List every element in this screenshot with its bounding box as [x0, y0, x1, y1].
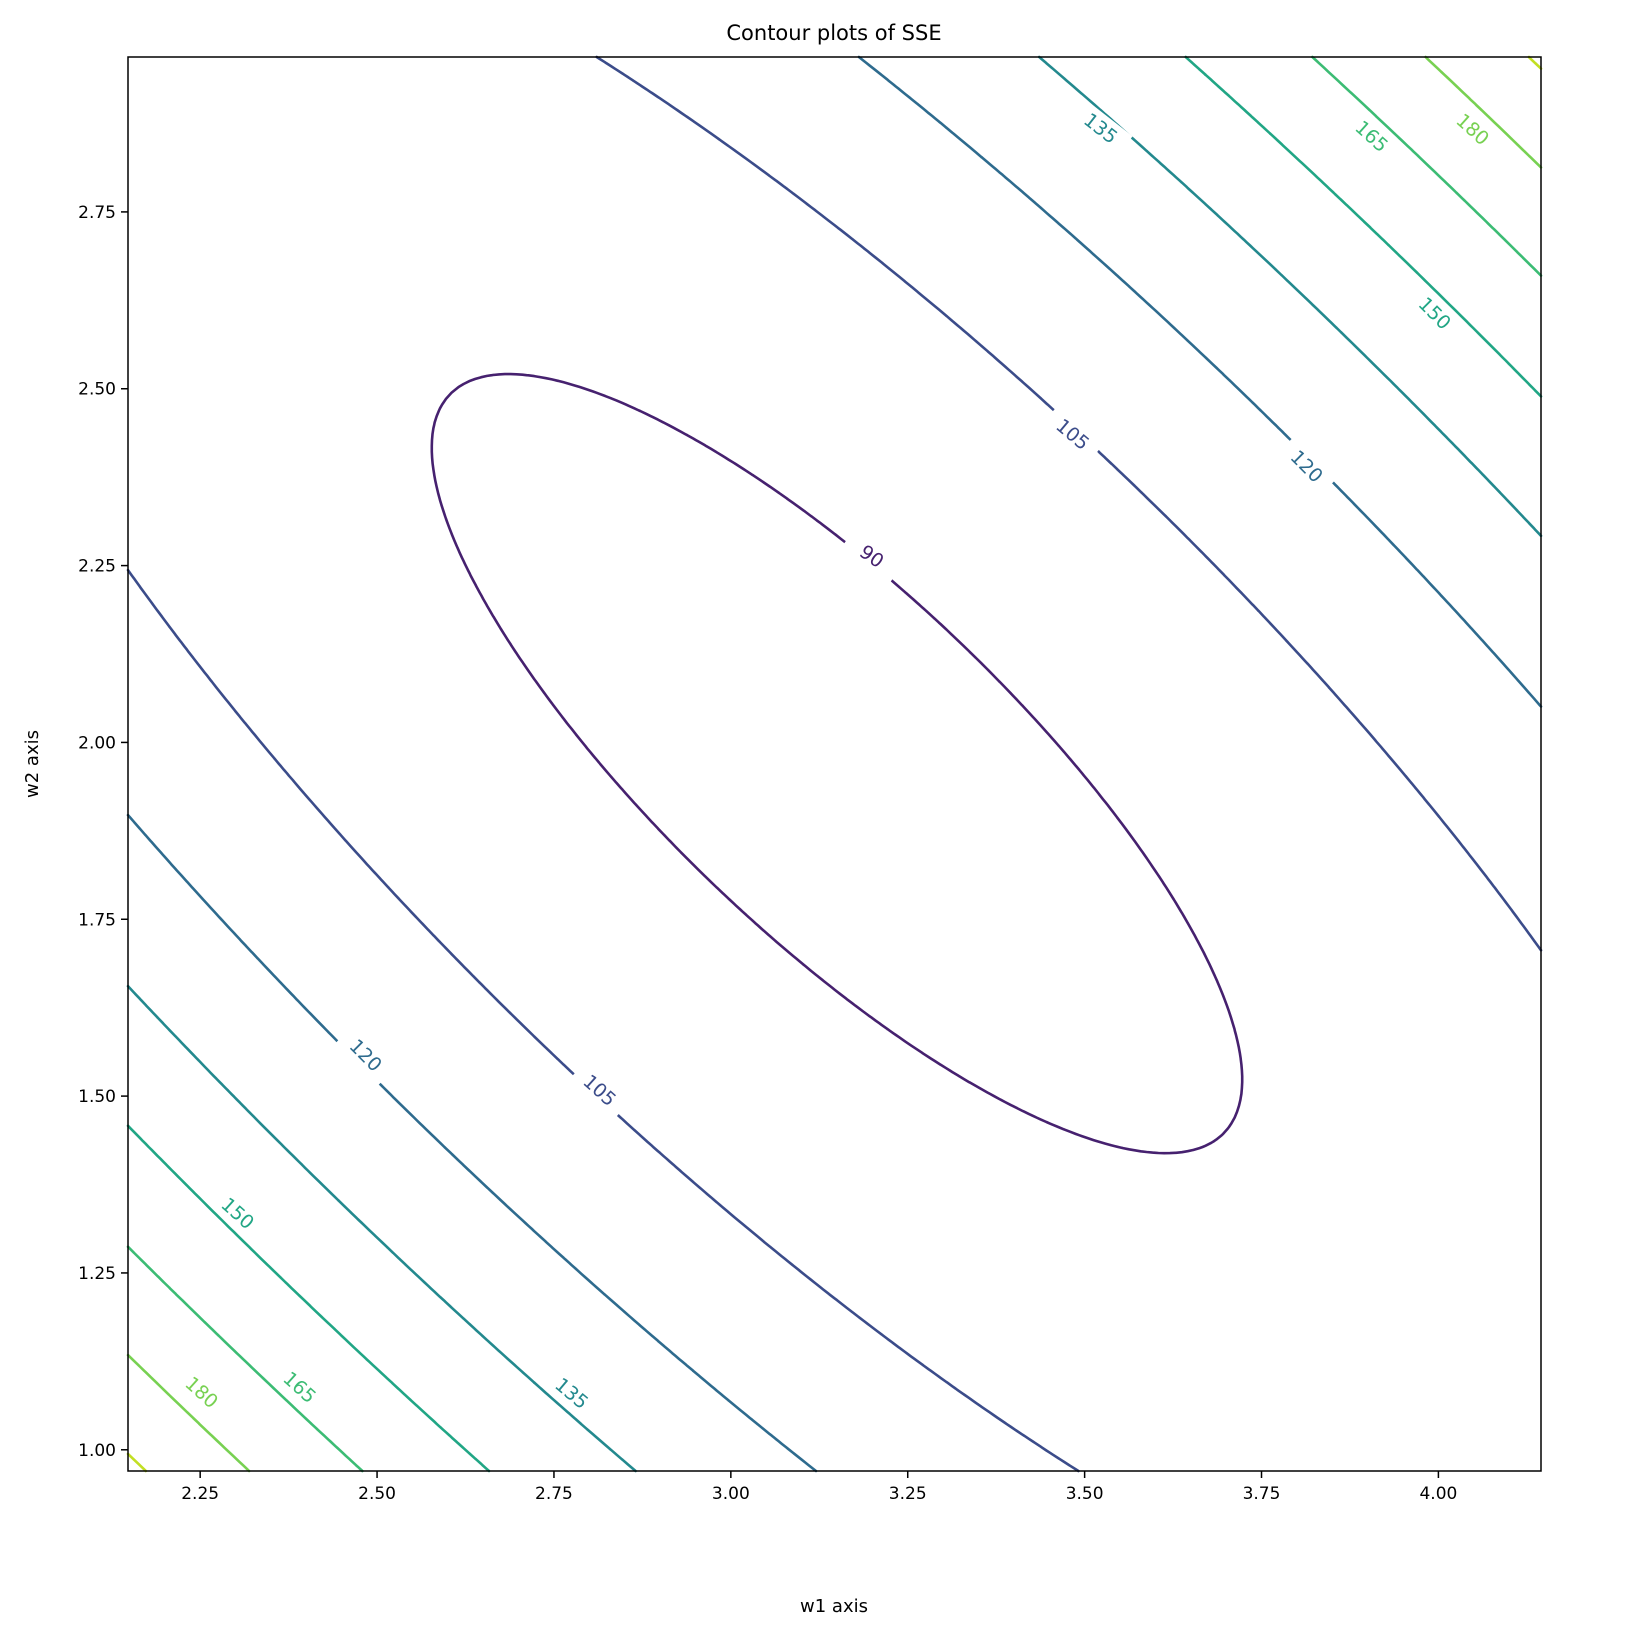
contour-label-gap — [1404, 282, 1466, 344]
contour-label-gap — [171, 1362, 233, 1422]
contour-label-gap — [207, 1183, 269, 1243]
x-tick-label: 2.50 — [358, 1484, 396, 1504]
contour-label-gap — [1341, 106, 1403, 166]
contour-label-gap — [1069, 99, 1133, 157]
contour-line-165 — [126, 55, 1543, 1473]
contour-label-gap — [540, 1363, 604, 1423]
y-tick-label: 1.75 — [78, 910, 116, 930]
x-tick-label: 3.75 — [1243, 1484, 1281, 1504]
x-axis: 2.25 2.50 2.75 3.00 3.25 3.50 3.75 4.00 — [181, 1471, 1457, 1504]
y-tick-label: 2.00 — [78, 733, 116, 753]
contour-line-180 — [126, 55, 1543, 1473]
chart-title: Contour plots of SSE — [726, 21, 941, 45]
x-tick-label: 3.50 — [1066, 1484, 1104, 1504]
plot-frame — [127, 56, 1542, 1472]
contour-label-gap — [1041, 404, 1105, 464]
contour-line-135 — [126, 55, 1543, 1473]
y-tick-label: 2.75 — [78, 203, 116, 223]
x-axis-label: w1 axis — [800, 1596, 868, 1617]
y-tick-label: 2.25 — [78, 557, 116, 577]
y-axis: 1.00 1.25 1.50 1.75 2.00 2.25 2.50 2.75 — [78, 203, 128, 1461]
y-tick-label: 1.00 — [78, 1441, 116, 1461]
y-tick-label: 1.25 — [78, 1264, 116, 1284]
x-tick-label: 4.00 — [1419, 1484, 1457, 1504]
x-tick-label: 3.25 — [889, 1484, 927, 1504]
contour-label-gap — [569, 1060, 631, 1120]
contour-label-gap — [1276, 435, 1338, 497]
contour-label-gap — [335, 1024, 397, 1086]
y-axis-label: w2 axis — [22, 730, 43, 798]
contour-line-150 — [126, 55, 1543, 1473]
contour-line-90 — [430, 372, 1244, 1155]
x-tick-label: 3.00 — [712, 1484, 750, 1504]
y-tick-label: 2.50 — [78, 380, 116, 400]
x-tick-label: 2.75 — [535, 1484, 573, 1504]
contour-label-gap — [839, 528, 905, 584]
x-tick-label: 2.25 — [181, 1484, 219, 1504]
y-tick-label: 1.50 — [78, 1087, 116, 1107]
contour-label-gap — [1442, 99, 1504, 159]
contour-label-gap — [269, 1357, 331, 1417]
